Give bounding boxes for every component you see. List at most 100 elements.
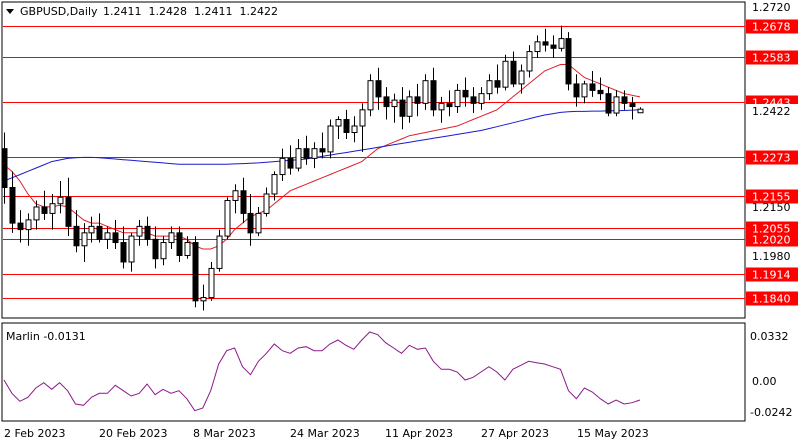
- price-tick: 1.2720: [752, 1, 791, 14]
- bull-candle: [160, 242, 167, 260]
- bear-candle: [446, 102, 453, 108]
- bull-candle: [518, 70, 525, 85]
- bull-candle: [534, 41, 541, 53]
- ma-fast-line: [3, 64, 641, 250]
- bull-candle: [104, 232, 111, 240]
- candlesticks: [1, 25, 644, 311]
- level-label-bg: [746, 19, 798, 34]
- bear-candle: [383, 96, 390, 108]
- bull-candle: [438, 102, 445, 111]
- bull-candle: [335, 119, 342, 127]
- indicator-tick: -0.0242: [750, 406, 792, 419]
- bull-candle: [232, 190, 239, 201]
- bear-candle: [605, 93, 612, 114]
- bull-candle: [263, 193, 270, 214]
- bear-candle: [112, 232, 119, 244]
- bull-candle: [128, 235, 135, 263]
- bull-candle: [168, 232, 175, 244]
- bear-candle: [1, 148, 8, 189]
- indicator-axis: 0.0332 0.00 -0.0242: [750, 330, 792, 419]
- bull-candle: [271, 174, 278, 195]
- bear-candle: [510, 60, 517, 85]
- bull-candle: [136, 225, 143, 237]
- bull-candle: [33, 206, 40, 221]
- date-tick: 15 May 2023: [577, 427, 649, 440]
- bull-candle: [581, 83, 588, 98]
- bull-candle: [57, 196, 64, 205]
- bear-candle: [41, 206, 48, 214]
- bear-candle: [494, 80, 501, 88]
- level-label: 1.2273: [752, 152, 791, 165]
- price-tick: 1.2150: [752, 201, 791, 214]
- level-label: 1.2155: [752, 191, 791, 204]
- bull-candle: [406, 96, 413, 117]
- bear-candle: [96, 225, 103, 240]
- bull-candle: [327, 125, 334, 153]
- level-label-bg: [746, 291, 798, 306]
- bull-candle: [184, 242, 191, 256]
- bear-candle: [565, 38, 572, 85]
- level-label: 1.1914: [752, 269, 791, 282]
- level-label-bg: [746, 267, 798, 282]
- bear-candle: [589, 83, 596, 91]
- bull-candle: [391, 99, 398, 108]
- bull-candle: [478, 93, 485, 104]
- bear-candle: [430, 80, 437, 111]
- bear-candle: [152, 238, 159, 260]
- bear-candle: [65, 196, 72, 227]
- symbol-label: GBPUSD,Daily: [20, 5, 98, 18]
- bull-candle: [637, 108, 644, 114]
- bull-candle: [25, 219, 32, 231]
- oscillator-series: [3, 331, 641, 412]
- bull-candle: [88, 225, 95, 234]
- bull-candle: [558, 38, 565, 49]
- price-axis: 1.2720 1.2150 1.1980: [752, 1, 791, 263]
- bear-candle: [542, 41, 549, 46]
- bull-candle: [216, 235, 223, 269]
- bull-candle: [49, 203, 56, 214]
- bull-candle: [359, 109, 366, 127]
- level-label-bg: [746, 150, 798, 165]
- bear-candle: [287, 157, 294, 169]
- bear-candle: [343, 119, 350, 133]
- level-label-bg: [746, 221, 798, 236]
- horizontal-levels: [3, 26, 745, 299]
- date-tick: 2 Feb 2023: [4, 427, 65, 440]
- bear-candle: [550, 44, 557, 49]
- date-tick: 27 Apr 2023: [481, 427, 549, 440]
- date-tick: 11 Apr 2023: [385, 427, 453, 440]
- bull-candle: [526, 51, 533, 72]
- bull-candle: [613, 96, 620, 114]
- current-price-label: 1.2422: [752, 105, 791, 118]
- level-label-bg: [746, 189, 798, 204]
- bear-candle: [319, 148, 326, 153]
- bear-candle: [414, 96, 421, 104]
- symbol-dropdown-icon[interactable]: [6, 9, 14, 14]
- current-price-marker: [746, 104, 798, 117]
- main-panel: [1, 1, 746, 319]
- bull-candle: [208, 267, 215, 299]
- bear-candle: [303, 148, 310, 159]
- level-label-bg: [746, 232, 798, 247]
- indicator-label: Marlin -0.0131: [6, 330, 86, 343]
- bull-candle: [502, 60, 509, 88]
- bear-candle: [17, 222, 24, 231]
- bear-candle: [621, 96, 628, 104]
- bear-candle: [399, 99, 406, 117]
- bear-candle: [247, 212, 254, 234]
- bear-candle: [120, 242, 127, 263]
- bull-candle: [279, 157, 286, 176]
- bear-candle: [240, 190, 247, 214]
- indicator-panel: [1, 322, 746, 422]
- level-label: 1.2055: [752, 223, 791, 236]
- bull-candle: [486, 80, 493, 95]
- bear-candle: [144, 225, 151, 240]
- bull-candle: [422, 80, 429, 104]
- bull-candle: [367, 80, 374, 111]
- bear-candle: [462, 89, 469, 98]
- ohlc-readout: 1.2411 1.2428 1.2411 1.2422: [103, 5, 278, 18]
- bull-candle: [81, 232, 88, 247]
- bull-candle: [454, 89, 461, 108]
- marlin-line: [3, 331, 641, 412]
- bear-candle: [73, 225, 80, 247]
